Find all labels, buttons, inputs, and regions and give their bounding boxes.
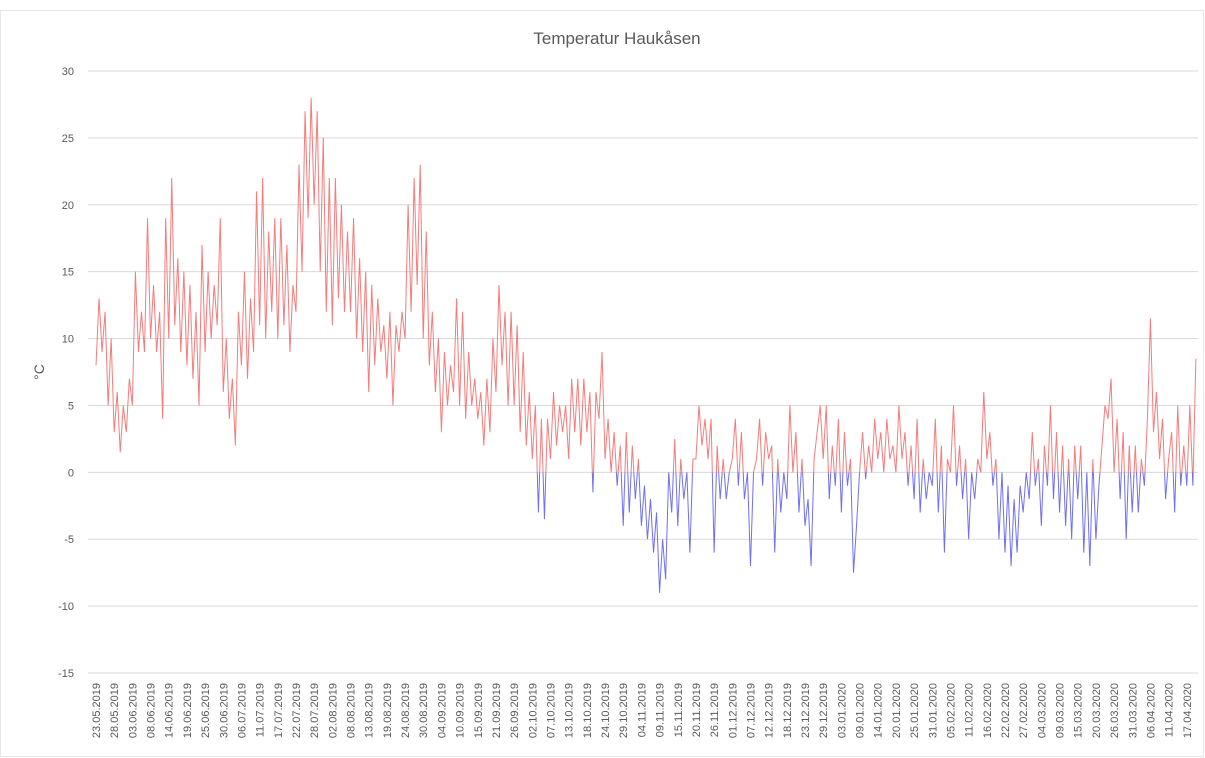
x-tick-label: 05.02.2020: [945, 683, 957, 738]
x-tick-label: 09.01.2020: [855, 683, 867, 738]
x-tick-label: 02.10.2019: [527, 683, 539, 738]
x-tick-label: 26.09.2019: [509, 683, 521, 738]
x-tick-label: 14.01.2020: [873, 683, 885, 738]
x-tick-label: 11.04.2020: [1164, 683, 1176, 737]
y-tick-label: 10: [62, 334, 74, 346]
x-tick-label: 06.07.2019: [236, 683, 248, 738]
x-tick-label: 07.10.2019: [546, 683, 558, 738]
x-tick-label: 24.08.2019: [400, 683, 412, 738]
x-tick-label: 27.02.2020: [1018, 683, 1030, 738]
x-tick-label: 12.12.2019: [764, 683, 776, 738]
x-tick-label: 17.07.2019: [273, 683, 285, 738]
x-tick-label: 11.02.2020: [964, 683, 976, 737]
x-tick-label: 13.10.2019: [564, 683, 576, 738]
x-tick-label: 26.03.2020: [1109, 683, 1121, 738]
x-tick-label: 21.09.2019: [491, 683, 503, 738]
x-tick-label: 20.11.2019: [691, 683, 703, 737]
x-tick-label: 19.06.2019: [182, 683, 194, 738]
x-tick-label: 30.06.2019: [218, 683, 230, 738]
x-tick-label: 17.04.2020: [1182, 683, 1194, 738]
x-tick-label: 18.12.2019: [782, 683, 794, 738]
chart-border: [0, 10, 1204, 757]
x-tick-label: 04.11.2019: [636, 683, 648, 737]
x-tick-label: 15.03.2020: [1073, 683, 1085, 738]
y-tick-label: 25: [62, 133, 74, 145]
x-tick-label: 16.02.2020: [982, 683, 994, 738]
x-tick-label: 04.03.2020: [1036, 683, 1048, 738]
x-tick-label: 22.02.2020: [1000, 683, 1012, 738]
y-tick-label: 5: [68, 400, 74, 412]
x-tick-label: 23.12.2019: [800, 683, 812, 738]
x-tick-label: 07.12.2019: [745, 683, 757, 738]
y-tick-label: -10: [58, 601, 74, 613]
x-tick-label: 24.10.2019: [600, 683, 612, 738]
x-tick-label: 03.06.2019: [127, 683, 139, 738]
x-tick-label: 25.06.2019: [200, 683, 212, 738]
x-tick-label: 02.08.2019: [327, 683, 339, 738]
x-tick-label: 04.09.2019: [436, 683, 448, 738]
x-tick-label: 26.11.2019: [709, 683, 721, 737]
x-tick-label: 15.09.2019: [473, 683, 485, 738]
y-tick-label: 15: [62, 267, 74, 279]
x-tick-label: 20.01.2020: [891, 683, 903, 738]
x-tick-label: 08.08.2019: [346, 683, 358, 738]
x-tick-label: 30.08.2019: [418, 683, 430, 738]
x-tick-label: 15.11.2019: [673, 683, 685, 737]
y-tick-label: 0: [68, 467, 74, 479]
x-tick-label: 29.12.2019: [818, 683, 830, 738]
x-tick-label: 09.03.2020: [1055, 683, 1067, 738]
x-tick-label: 20.03.2020: [1091, 683, 1103, 738]
x-tick-label: 03.01.2020: [836, 683, 848, 738]
x-tick-label: 11.07.2019: [255, 683, 267, 737]
x-tick-label: 14.06.2019: [164, 683, 176, 738]
y-tick-label: 30: [62, 66, 74, 78]
x-tick-label: 22.07.2019: [291, 683, 303, 738]
x-tick-label: 06.04.2020: [1145, 683, 1157, 738]
y-tick-label: -5: [64, 534, 74, 546]
x-tick-label: 23.05.2019: [91, 683, 103, 738]
x-tick-label: 25.01.2020: [909, 683, 921, 738]
x-tick-label: 09.11.2019: [655, 683, 667, 737]
y-tick-label: 20: [62, 200, 74, 212]
x-tick-label: 19.08.2019: [382, 683, 394, 738]
x-tick-label: 28.07.2019: [309, 683, 321, 738]
x-tick-label: 31.01.2020: [927, 683, 939, 738]
chart-title: Temperatur Haukåsen: [533, 29, 700, 48]
y-tick-label: -15: [58, 668, 74, 680]
x-tick-label: 08.06.2019: [146, 683, 158, 738]
x-tick-label: 13.08.2019: [364, 683, 376, 738]
x-tick-label: 31.03.2020: [1127, 683, 1139, 738]
temperature-line: [95, 97, 1197, 593]
x-tick-label: 28.05.2019: [109, 683, 121, 738]
x-tick-label: 10.09.2019: [455, 683, 467, 738]
y-axis-label: °C: [31, 364, 47, 380]
x-tick-label: 18.10.2019: [582, 683, 594, 738]
x-tick-label: 29.10.2019: [618, 683, 630, 738]
x-tick-label: 01.12.2019: [727, 683, 739, 738]
